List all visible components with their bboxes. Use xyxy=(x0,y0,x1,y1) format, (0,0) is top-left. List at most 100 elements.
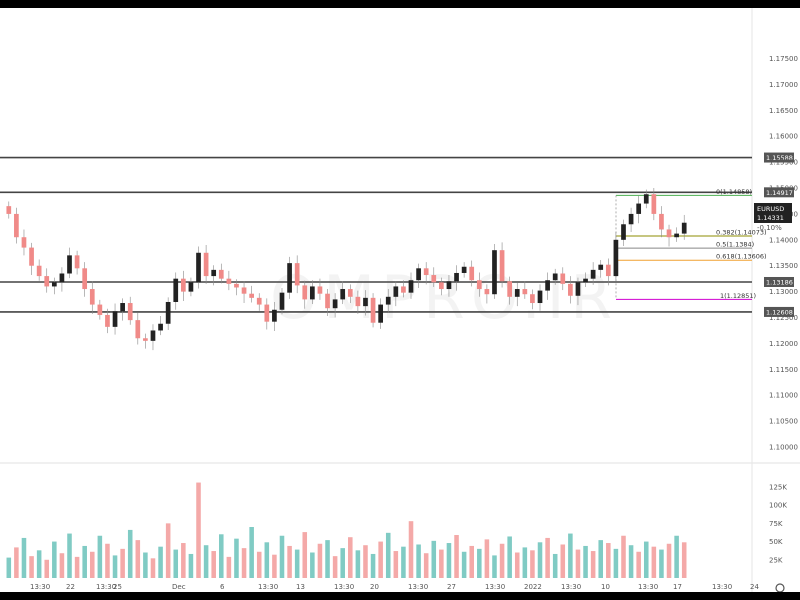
x-tick-label: 13:30 xyxy=(638,583,658,591)
fib-label: 1(1.12851) xyxy=(720,292,756,300)
level-label-bg xyxy=(764,187,794,198)
y-tick-label: 1.17500 xyxy=(769,55,798,63)
volume-bar xyxy=(82,545,87,578)
candle-body xyxy=(613,239,619,277)
candle-body xyxy=(537,290,543,304)
x-tick-label: 24 xyxy=(750,583,759,591)
volume-bar xyxy=(196,482,201,578)
level-label-bg xyxy=(764,276,794,287)
candle-body xyxy=(378,304,384,323)
candle-body xyxy=(165,301,171,324)
candle-body xyxy=(643,194,649,204)
candle-body xyxy=(568,283,573,296)
candle-body xyxy=(36,265,42,277)
volume-bar xyxy=(74,556,80,578)
candle-body xyxy=(158,323,163,331)
volume-tick-label: 50K xyxy=(769,538,783,546)
volume-bar xyxy=(590,551,596,578)
level-label: 1.13186 xyxy=(766,278,793,286)
price-chart[interactable]: OMPRO.IR 1.15588 1.14917 1.13186 1.12608 0(… xyxy=(0,8,800,592)
candle-body xyxy=(332,299,338,309)
candle-body xyxy=(29,247,34,266)
volume-bar xyxy=(14,547,19,578)
volume-bar xyxy=(272,554,277,578)
volume-bar xyxy=(583,545,588,578)
candle-body xyxy=(59,273,65,283)
level-label: 1.14917 xyxy=(766,189,793,197)
volume-bar xyxy=(643,541,649,578)
candle-body xyxy=(97,304,103,315)
x-tick-label: 17 xyxy=(673,583,682,591)
y-tick-label: 1.17000 xyxy=(769,81,798,89)
candle-body xyxy=(272,309,277,322)
candle-body xyxy=(112,311,118,327)
volume-bar xyxy=(545,537,550,578)
volume-bar xyxy=(621,535,626,578)
x-tick-label: 2022 xyxy=(524,583,542,591)
candle-body xyxy=(545,280,550,291)
candle-body xyxy=(264,304,270,322)
volume-bar xyxy=(105,543,110,578)
volume-bar xyxy=(628,545,634,578)
price-axis[interactable]: 1.17500 1.17000 1.16500 1.16000 1.15500 1.150… xyxy=(769,55,798,452)
volume-bar xyxy=(36,550,42,578)
watermark-text: OMPRO.IR xyxy=(270,263,618,333)
volume-bar xyxy=(59,553,65,578)
volume-bar xyxy=(256,551,262,578)
candle-body xyxy=(6,206,12,214)
volume-bar xyxy=(97,535,103,578)
fibonacci-retracement[interactable]: 0(1.14858) 0.382(1.14073) 0.5(1.1384) 0.618… xyxy=(615,188,767,300)
candle-body xyxy=(507,281,513,297)
volume-bar xyxy=(52,541,57,578)
candle-body xyxy=(135,320,141,339)
candle-body xyxy=(355,296,361,307)
volume-bar xyxy=(173,549,179,578)
x-tick-label: 22 xyxy=(66,583,75,591)
volume-bar xyxy=(150,558,156,578)
y-tick-label: 1.14000 xyxy=(769,236,798,244)
candle-body xyxy=(279,292,285,310)
volume-bar xyxy=(317,543,323,578)
symbol-label: EURUSD xyxy=(757,205,784,213)
candle-body xyxy=(461,266,467,273)
candle-body xyxy=(514,289,520,297)
candle-body xyxy=(492,250,497,295)
volume-bar xyxy=(385,532,391,578)
volume-bar xyxy=(363,545,368,578)
volume-bar xyxy=(598,540,604,578)
x-tick-label: 10 xyxy=(601,583,610,591)
volume-bar xyxy=(651,546,657,578)
settings-gear-icon[interactable] xyxy=(775,583,785,592)
level-label: 1.15588 xyxy=(766,154,793,162)
candle-body xyxy=(416,268,421,281)
candle-body xyxy=(363,297,368,307)
horizontal-levels[interactable]: 1.15588 1.14917 1.13186 1.12608 xyxy=(0,152,794,317)
y-tick-label: 1.11000 xyxy=(769,392,798,400)
chart-frame: OMPRO.IR 1.15588 1.14917 1.13186 1.12608 0(… xyxy=(0,8,800,592)
volume-bar xyxy=(44,559,50,578)
candle-body xyxy=(82,268,88,290)
volume-bar xyxy=(461,551,467,578)
volume-bar xyxy=(158,546,163,578)
volume-bar xyxy=(211,551,216,578)
candle-body xyxy=(302,285,308,300)
volume-bar xyxy=(522,547,528,578)
candle-body xyxy=(21,237,27,248)
volume-bar xyxy=(439,549,444,578)
y-tick-label: 1.11500 xyxy=(769,366,798,374)
fib-label: 0(1.14858) xyxy=(716,188,752,196)
x-tick-label: 13:30 xyxy=(408,583,428,591)
volume-bar xyxy=(674,535,679,578)
volume-bar xyxy=(203,545,209,578)
volume-tick-label: 100K xyxy=(769,502,787,510)
volume-bar xyxy=(310,552,315,578)
x-tick-label: 6 xyxy=(220,583,225,591)
candle-body xyxy=(256,297,262,305)
candle-body xyxy=(636,203,642,214)
gridlines xyxy=(0,8,800,592)
candle-body xyxy=(347,289,353,297)
candle-body xyxy=(325,293,330,309)
volume-tick-label: 75K xyxy=(769,520,783,528)
level-label-bg xyxy=(764,306,794,317)
